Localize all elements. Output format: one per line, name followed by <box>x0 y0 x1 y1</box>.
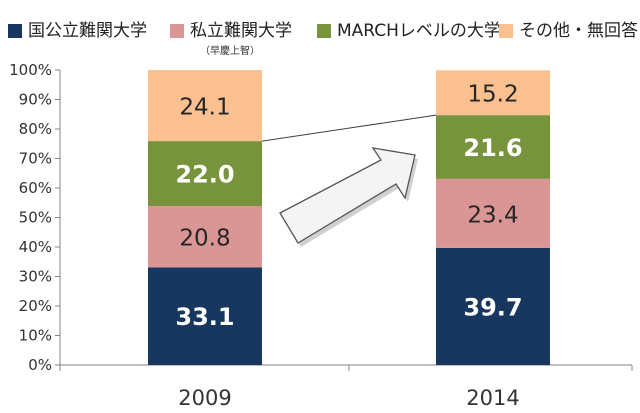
legend: 国公立難関大学 私立難関大学 （早慶上智） MARCHレベルの大学 その他・無回… <box>0 0 640 60</box>
legend-note: （早慶上智） <box>200 46 260 57</box>
increase-arrow-icon <box>279 147 416 244</box>
y-tick-label: 40% <box>19 238 52 256</box>
legend-swatch <box>8 24 22 38</box>
x-tick-label: 2014 <box>466 386 519 410</box>
data-label: 22.0 <box>175 161 234 189</box>
x-tick-label: 2009 <box>178 386 231 410</box>
data-label: 15.2 <box>467 82 518 108</box>
data-label: 39.7 <box>463 293 522 321</box>
data-label: 24.1 <box>179 95 230 121</box>
y-tick-label: 30% <box>19 268 52 286</box>
data-label: 33.1 <box>175 303 234 331</box>
bar-segment <box>436 247 550 365</box>
bar-segment <box>148 141 262 206</box>
y-tick-label: 20% <box>19 297 52 315</box>
legend-swatch <box>499 24 513 38</box>
bar-segment <box>148 205 262 268</box>
legend-label: 私立難関大学 <box>190 21 292 41</box>
data-label: 20.8 <box>179 226 230 252</box>
y-tick-label: 80% <box>19 120 52 138</box>
y-tick-label: 100% <box>9 61 52 79</box>
connector-line <box>261 114 437 142</box>
y-tick-label: 60% <box>19 179 52 197</box>
legend-swatch <box>170 24 184 38</box>
bar-segment <box>148 267 262 365</box>
bar-segment <box>436 70 550 116</box>
data-label: 23.4 <box>467 202 518 228</box>
y-tick-label: 50% <box>19 209 52 227</box>
bar-segment <box>436 115 550 179</box>
legend-label: 国公立難関大学 <box>28 21 147 41</box>
y-tick-label: 10% <box>19 327 52 345</box>
y-tick-label: 70% <box>19 150 52 168</box>
legend-label: その他・無回答 <box>519 21 638 41</box>
y-tick-label: 90% <box>19 91 52 109</box>
bar-segment <box>148 70 262 142</box>
data-label: 21.6 <box>463 134 522 162</box>
bar-segment <box>436 178 550 248</box>
legend-swatch <box>317 24 331 38</box>
y-tick-label: 0% <box>28 356 52 374</box>
legend-label: MARCHレベルの大学 <box>337 21 501 41</box>
